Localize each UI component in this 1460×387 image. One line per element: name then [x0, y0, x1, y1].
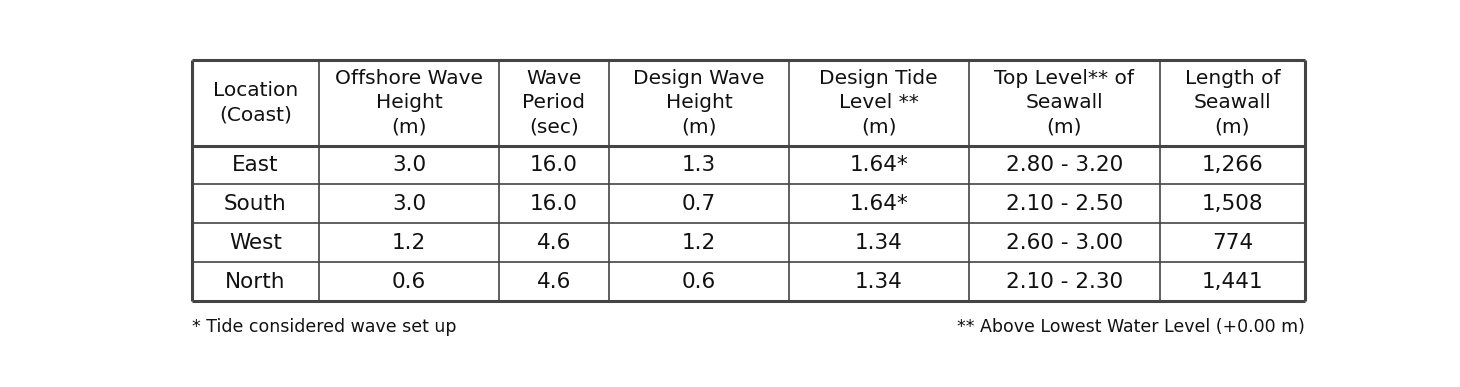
Text: Offshore Wave
Height
(m): Offshore Wave Height (m): [334, 69, 483, 137]
Text: Design Tide
Level **
(m): Design Tide Level ** (m): [819, 69, 937, 137]
Text: 3.0: 3.0: [391, 155, 426, 175]
Text: West: West: [229, 233, 282, 253]
Text: Top Level** of
Seawall
(m): Top Level** of Seawall (m): [994, 69, 1134, 137]
Text: * Tide considered wave set up: * Tide considered wave set up: [191, 318, 456, 336]
Text: 1.64*: 1.64*: [850, 155, 908, 175]
Text: Location
(Coast): Location (Coast): [213, 81, 298, 124]
Text: Wave
Period
(sec): Wave Period (sec): [523, 69, 585, 137]
Text: 1,508: 1,508: [1202, 194, 1263, 214]
Text: 4.6: 4.6: [537, 233, 571, 253]
Text: 1.64*: 1.64*: [850, 194, 908, 214]
Text: ** Above Lowest Water Level (+0.00 m): ** Above Lowest Water Level (+0.00 m): [958, 318, 1305, 336]
Text: 3.0: 3.0: [391, 194, 426, 214]
Text: Design Wave
Height
(m): Design Wave Height (m): [634, 69, 765, 137]
Text: 0.6: 0.6: [391, 272, 426, 292]
Text: 2.80 - 3.20: 2.80 - 3.20: [1006, 155, 1123, 175]
Text: 2.10 - 2.30: 2.10 - 2.30: [1006, 272, 1123, 292]
Text: 0.6: 0.6: [682, 272, 715, 292]
Text: 0.7: 0.7: [682, 194, 715, 214]
Text: 4.6: 4.6: [537, 272, 571, 292]
Text: 1.2: 1.2: [682, 233, 715, 253]
Text: 1,266: 1,266: [1202, 155, 1263, 175]
Text: 1.34: 1.34: [854, 233, 902, 253]
Text: 1.2: 1.2: [391, 233, 426, 253]
Text: Length of
Seawall
(m): Length of Seawall (m): [1184, 69, 1280, 137]
Text: 1,441: 1,441: [1202, 272, 1263, 292]
Text: 1.34: 1.34: [854, 272, 902, 292]
Text: 774: 774: [1212, 233, 1253, 253]
Text: 1.3: 1.3: [682, 155, 715, 175]
Text: 16.0: 16.0: [530, 194, 578, 214]
Text: East: East: [232, 155, 279, 175]
Text: North: North: [225, 272, 286, 292]
Text: 2.60 - 3.00: 2.60 - 3.00: [1006, 233, 1123, 253]
Text: South: South: [223, 194, 286, 214]
Text: 2.10 - 2.50: 2.10 - 2.50: [1006, 194, 1123, 214]
Text: 16.0: 16.0: [530, 155, 578, 175]
